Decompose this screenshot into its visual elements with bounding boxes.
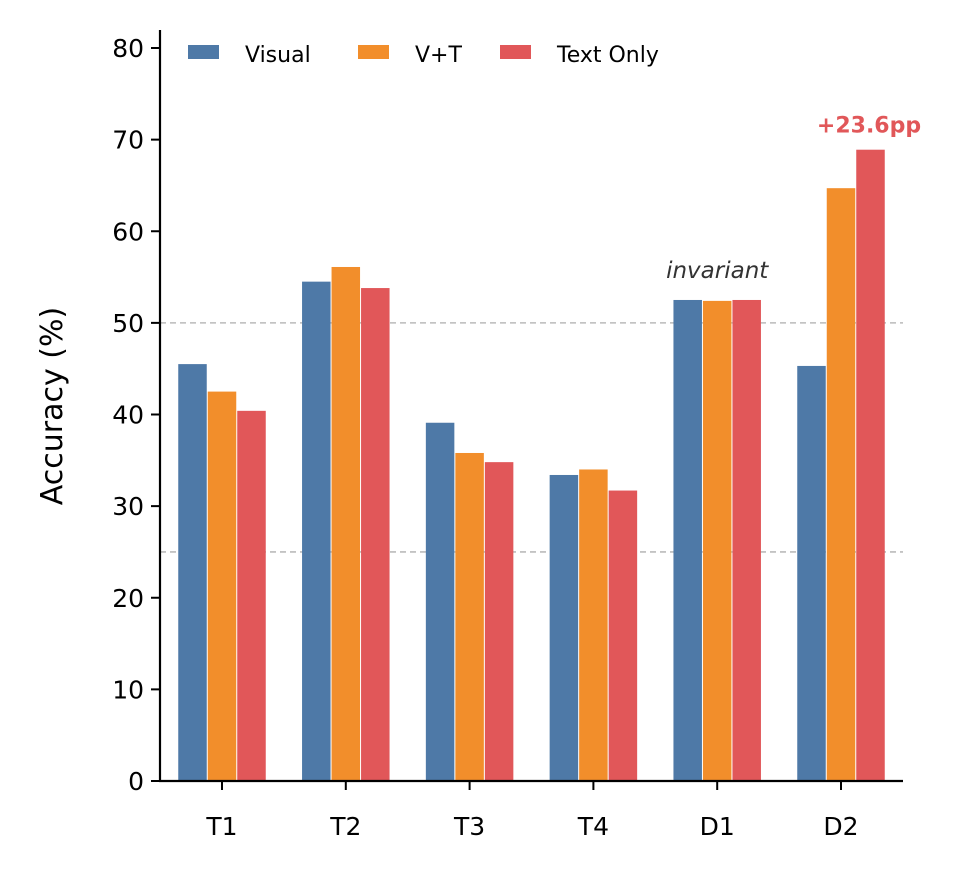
y-axis-label: Accuracy (%): [35, 307, 70, 505]
x-tick-label-T1: T1: [205, 812, 237, 841]
y-tick-label: 30: [112, 492, 144, 521]
x-tick-label-T2: T2: [329, 812, 361, 841]
bar-text-only-T3: [484, 462, 514, 781]
x-tick-label-T3: T3: [453, 812, 485, 841]
y-tick-label: 60: [112, 217, 144, 246]
legend-label: Text Only: [556, 43, 659, 68]
bar-text-only-D2: [856, 149, 885, 782]
legend-swatch: [188, 45, 219, 59]
x-tick-label-D2: D2: [823, 812, 858, 841]
bar-v-t-T4: [579, 469, 608, 781]
y-tick-label: 50: [112, 309, 144, 338]
bar-visual-T3: [425, 422, 455, 781]
bar-v-t-T1: [207, 391, 237, 781]
bar-visual-T2: [302, 281, 331, 781]
y-tick-label: 10: [112, 675, 144, 704]
legend-swatch: [358, 45, 389, 59]
legend-swatch: [500, 45, 531, 59]
y-tick-label: 20: [112, 584, 144, 613]
annotation: +23.6pp: [817, 114, 921, 139]
bar-text-only-T4: [608, 490, 638, 781]
bar-v-t-T2: [331, 266, 361, 781]
bar-visual-D1: [673, 299, 702, 781]
x-tick-label-T4: T4: [577, 812, 609, 841]
y-tick-label: 40: [112, 401, 144, 430]
bar-text-only-T2: [361, 288, 390, 781]
y-tick-label: 0: [128, 767, 144, 796]
bar-visual-D2: [797, 365, 826, 781]
bar-v-t-D1: [702, 300, 732, 781]
y-tick-label: 70: [112, 126, 144, 155]
bar-visual-T1: [178, 364, 207, 781]
bar-visual-T4: [549, 474, 579, 781]
x-tick-label-D1: D1: [700, 812, 735, 841]
annotation: invariant: [666, 258, 769, 284]
bar-text-only-D1: [732, 299, 761, 781]
legend: Visual V+T Text Only: [188, 43, 659, 68]
y-tick-label: 80: [112, 34, 144, 63]
legend-label: V+T: [415, 43, 462, 68]
legend-label: Visual: [245, 43, 311, 68]
bar-v-t-T3: [455, 452, 484, 781]
bar-v-t-D2: [826, 188, 856, 781]
bar-text-only-T1: [237, 410, 266, 781]
